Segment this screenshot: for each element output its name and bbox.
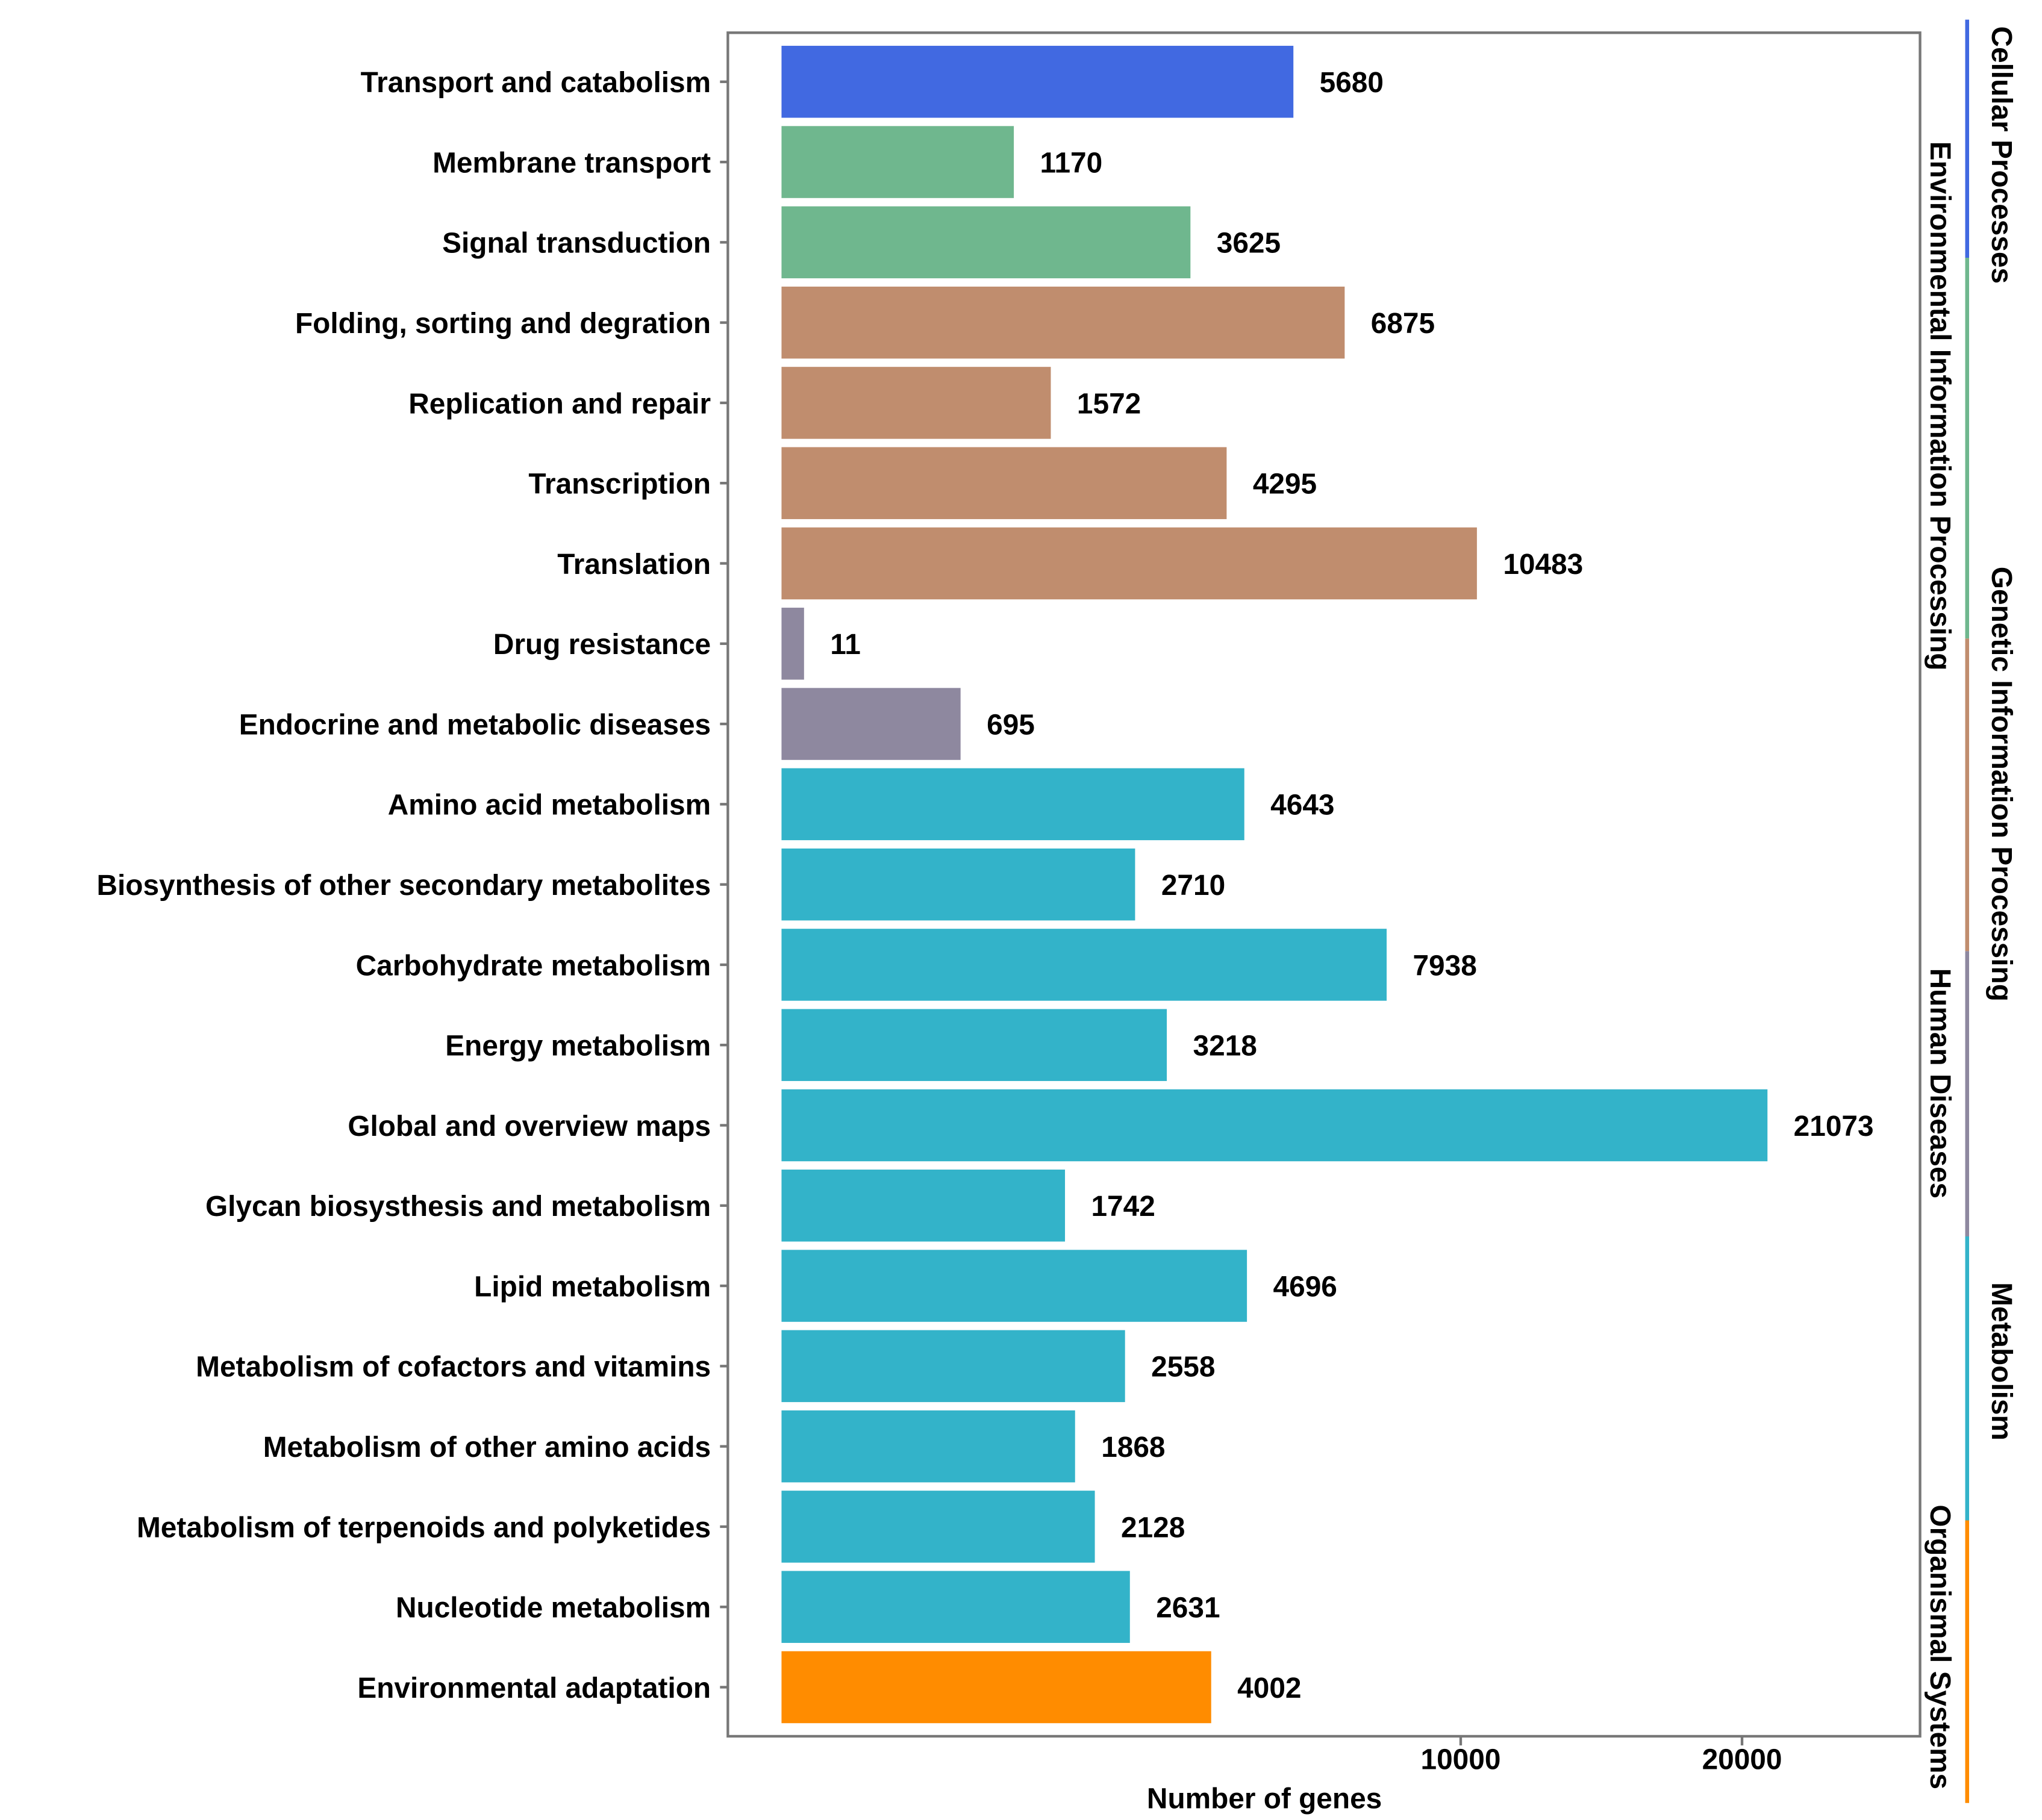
x-tick-label: 10000: [1421, 1744, 1501, 1775]
category-label: Metabolism of cofactors and vitamins: [196, 1351, 711, 1383]
category-label: Carbohydrate metabolism: [356, 950, 711, 982]
x-axis-title: Number of genes: [1147, 1783, 1382, 1815]
group-label: Metabolism: [1985, 1282, 2017, 1441]
category-label: Replication and repair: [408, 388, 711, 420]
x-tick-label: 20000: [1702, 1744, 1782, 1775]
bar-value-label: 1572: [1077, 388, 1141, 420]
category-label: Global and overview maps: [348, 1111, 711, 1142]
category-label: Nucleotide metabolism: [396, 1592, 711, 1624]
bar: [781, 126, 1014, 198]
category-label: Metabolism of other amino acids: [263, 1432, 711, 1463]
category-label: Lipid metabolism: [474, 1271, 711, 1303]
bar: [781, 848, 1135, 921]
bar: [781, 1089, 1768, 1162]
bar-value-label: 4696: [1273, 1271, 1337, 1303]
bar-value-label: 1868: [1101, 1432, 1165, 1463]
category-label: Transport and catabolism: [361, 67, 711, 99]
bar-value-label: 11: [830, 629, 861, 661]
bar-value-label: 21073: [1794, 1111, 1874, 1142]
bar: [781, 1651, 1211, 1724]
bar-value-label: 10483: [1503, 549, 1583, 581]
bar-value-label: 695: [987, 709, 1035, 741]
bar-value-label: 1742: [1091, 1191, 1155, 1223]
bar: [781, 1571, 1130, 1643]
bar-value-label: 7938: [1413, 950, 1476, 982]
bar-value-label: 3218: [1193, 1030, 1257, 1062]
category-label: Drug resistance: [493, 629, 711, 661]
category-label: Endocrine and metabolic diseases: [239, 709, 711, 741]
bar-value-label: 6875: [1371, 308, 1435, 340]
category-label: Signal transduction: [442, 228, 711, 260]
group-label: Cellular Processes: [1985, 26, 2017, 284]
bar-value-label: 2631: [1156, 1592, 1220, 1624]
category-label: Transcription: [528, 469, 711, 500]
category-label: Metabolism of terpenoids and polyketides: [137, 1512, 711, 1544]
bar-value-label: 1170: [1040, 147, 1103, 179]
bar: [781, 929, 1387, 1001]
bar: [781, 1009, 1167, 1081]
bar: [781, 688, 961, 760]
bar: [781, 1170, 1066, 1242]
x-axis: 10000 20000: [1421, 1736, 1782, 1775]
bar: [781, 447, 1227, 519]
category-label: Glycan biosysthesis and metabolism: [205, 1191, 711, 1223]
bar: [781, 768, 1244, 841]
bar: [781, 367, 1051, 439]
bar-value-label: 2710: [1161, 870, 1225, 902]
group-label: Organismal Systems: [1924, 1504, 1956, 1789]
group-label: Environmental Information Processing: [1924, 142, 1956, 671]
category-label: Amino acid metabolism: [388, 790, 711, 821]
category-label: Translation: [557, 549, 711, 581]
bar: [781, 206, 1191, 279]
bars: 5680 1170 3625 6875 1572 4295 10483 11 695 4643 27…: [781, 46, 1874, 1724]
bar-value-label: 4002: [1237, 1672, 1301, 1704]
category-labels: Transport and catabolism Membrane transpo…: [96, 67, 728, 1704]
category-label: Membrane transport: [432, 147, 711, 179]
category-label: Environmental adaptation: [357, 1672, 711, 1704]
category-label: Energy metabolism: [445, 1030, 711, 1062]
bar: [781, 46, 1294, 118]
group-label: Genetic Information Processing: [1985, 567, 2017, 1002]
bar: [781, 527, 1477, 600]
group-annotations: Cellular Processes Environmental Informat…: [1924, 19, 2017, 1803]
bar-value-label: 5680: [1320, 67, 1384, 99]
bar: [781, 608, 804, 680]
bar-value-label: 2558: [1151, 1351, 1215, 1383]
bar-value-label: 3625: [1217, 228, 1281, 260]
bar-value-label: 4295: [1253, 469, 1317, 500]
bar: [781, 1491, 1095, 1563]
bar: [781, 1410, 1075, 1483]
bar-value-label: 4643: [1270, 790, 1334, 821]
bar-value-label: 2128: [1121, 1512, 1185, 1544]
group-label: Human Diseases: [1924, 968, 1956, 1198]
bar: [781, 286, 1345, 359]
category-label: Biosynthesis of other secondary metaboli…: [96, 870, 711, 902]
bar: [781, 1330, 1125, 1403]
bar: [781, 1250, 1247, 1322]
category-label: Folding, sorting and degration: [295, 308, 711, 340]
